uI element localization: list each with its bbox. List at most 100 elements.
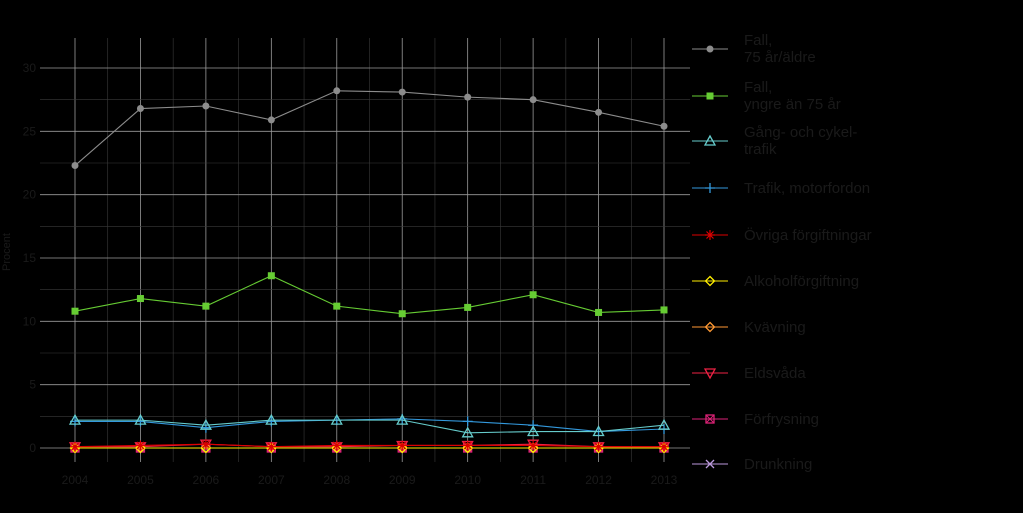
data-point <box>71 162 79 170</box>
data-point <box>333 302 341 310</box>
series-group <box>68 87 671 454</box>
legend-item: Gång- och cykel-trafik <box>692 124 857 158</box>
legend-marker <box>705 183 715 193</box>
legend-label: Övriga förgiftningar <box>744 226 872 244</box>
legend-marker <box>704 321 716 333</box>
legend-label: Eldsvåda <box>744 365 806 382</box>
data-point <box>659 441 669 452</box>
legend-marker <box>704 275 716 287</box>
series-line <box>75 443 664 448</box>
data-point <box>396 413 409 425</box>
data-point <box>200 439 211 450</box>
legend-label: Drunkning <box>744 456 812 473</box>
data-point <box>595 308 603 316</box>
data-point <box>135 440 146 451</box>
data-point <box>136 295 144 303</box>
data-point <box>68 413 82 425</box>
x-tick-label: 2004 <box>62 473 89 487</box>
data-point <box>462 416 473 427</box>
legend-label: Fall, 75 år/äldre <box>744 32 816 66</box>
legend-item: Alkoholförgiftning <box>692 273 859 290</box>
legend-item: Övriga förgiftningar <box>692 226 872 244</box>
x-tick-label: 2010 <box>454 473 481 487</box>
y-tick-label: 0 <box>29 441 36 455</box>
legend-label: Förfrysning <box>744 411 819 428</box>
data-point <box>529 291 537 299</box>
legend-label-line: Alkoholförgiftning <box>744 273 859 290</box>
x-tick-label: 2009 <box>389 473 416 487</box>
legend-item: Fall, 75 år/äldre <box>692 32 816 66</box>
legend-label-line: Drunkning <box>744 456 812 473</box>
data-point <box>266 441 277 452</box>
data-point <box>593 441 604 452</box>
legend-label-line: Gång- och cykel- <box>744 124 857 141</box>
data-point <box>527 442 539 454</box>
data-point <box>265 413 278 425</box>
data-point <box>202 302 210 310</box>
legend-marker <box>706 92 714 100</box>
legend-label-line: Fall, <box>744 32 772 49</box>
grid <box>40 38 690 462</box>
series-line <box>74 275 665 315</box>
legend-marker <box>705 459 715 469</box>
y-tick-label: 15 <box>23 251 37 265</box>
data-point <box>398 310 406 318</box>
series-line <box>74 90 665 166</box>
legend-marker <box>706 45 714 53</box>
series-line <box>74 443 664 448</box>
data-point <box>331 442 343 454</box>
data-point <box>135 442 146 454</box>
legend-marker <box>705 230 715 240</box>
legend-label-line: Förfrysning <box>744 411 819 428</box>
legend-label-line: trafik <box>744 141 777 158</box>
legend-marker <box>705 414 715 424</box>
legend-label-line: Övriga förgiftningar <box>744 226 872 244</box>
legend-label-line: Fall, <box>744 79 772 96</box>
y-tick-label: 10 <box>23 314 37 328</box>
y-tick-label: 5 <box>29 378 36 392</box>
y-tick-label: 25 <box>23 124 37 138</box>
x-tick-label: 2013 <box>651 473 678 487</box>
data-point <box>462 440 473 451</box>
legend-item: Drunkning <box>692 456 812 473</box>
legend-item: Fall, yngre än 75 år <box>692 79 841 113</box>
series-4 <box>70 439 669 452</box>
legend-label-line: Trafik, motorfordon <box>744 180 870 197</box>
legend-marker <box>703 134 717 146</box>
data-point <box>660 306 668 314</box>
x-axis: 2004 2005 2006 2007 2008 2009 2010 2011 2012 2013 <box>62 473 678 487</box>
series-line <box>75 418 665 433</box>
legend-label-line: Eldsvåda <box>744 365 806 382</box>
series-0 <box>71 87 668 170</box>
data-point <box>528 440 539 451</box>
legend-item: Eldsvåda <box>692 365 806 382</box>
y-axis-label: Procent <box>1 233 13 271</box>
data-point <box>527 425 540 437</box>
data-point <box>202 102 210 110</box>
data-point <box>398 88 406 96</box>
data-point <box>267 272 275 280</box>
data-point <box>134 413 147 425</box>
data-point <box>657 418 671 430</box>
data-point <box>461 426 474 438</box>
x-tick-label: 2008 <box>323 473 350 487</box>
data-point <box>529 96 537 104</box>
x-tick-label: 2011 <box>520 473 546 487</box>
legend-label: Fall, yngre än 75 år <box>744 79 841 113</box>
legend-label: Alkoholförgiftning <box>744 273 859 290</box>
legend-label-line: yngre än 75 år <box>744 96 841 113</box>
data-point <box>333 87 341 95</box>
x-tick-label: 2005 <box>127 473 154 487</box>
data-point <box>660 122 668 130</box>
x-tick-label: 2012 <box>585 473 612 487</box>
data-point <box>464 93 472 101</box>
data-point <box>464 303 472 311</box>
data-point <box>267 116 275 124</box>
legend-label-line: 75 år/äldre <box>744 49 816 66</box>
data-point <box>592 425 605 437</box>
legend-item: Trafik, motorfordon <box>692 180 870 197</box>
legend-label: Kvävning <box>744 319 806 336</box>
